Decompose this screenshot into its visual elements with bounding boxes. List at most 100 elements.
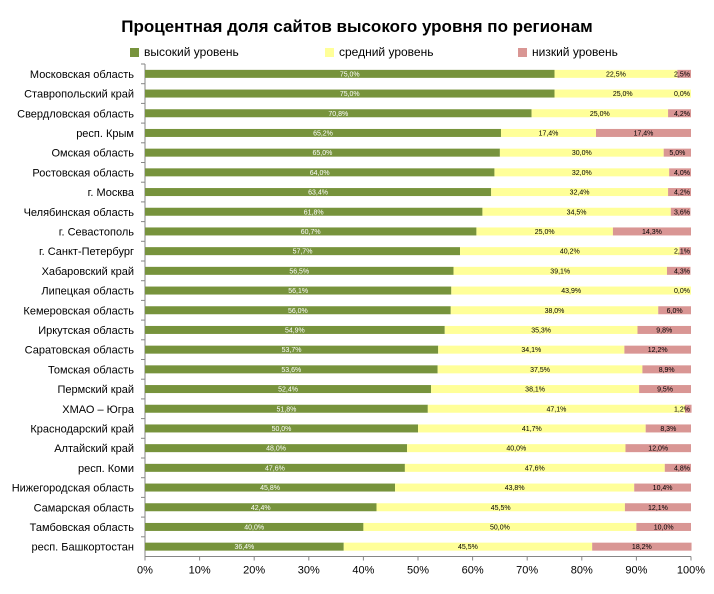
data-label: 4,2% <box>674 111 690 118</box>
data-label: 40,0% <box>244 524 264 531</box>
bar-segment <box>427 404 685 413</box>
data-label: 54,9% <box>285 327 305 334</box>
data-label: 14,3% <box>642 229 662 236</box>
data-label: 4,0% <box>674 170 690 177</box>
data-label: 60,7% <box>301 229 321 236</box>
bar-segment <box>554 89 691 98</box>
data-label: 56,1% <box>288 288 308 295</box>
bar-segment <box>145 227 477 236</box>
bar-segment <box>637 325 691 334</box>
data-label: 47,6% <box>525 465 545 472</box>
category-label: Пермский край <box>57 384 134 396</box>
bar-segment <box>664 463 691 472</box>
data-label: 30,0% <box>572 150 592 157</box>
bar-segment <box>494 168 670 177</box>
data-label: 25,0% <box>590 111 610 118</box>
data-label: 8,9% <box>659 367 675 374</box>
x-tick-label: 10% <box>189 565 211 577</box>
category-label: ХМАО – Югра <box>62 404 135 416</box>
data-label: 51,8% <box>276 406 296 413</box>
bar-segment <box>668 188 691 197</box>
bar-segment <box>145 128 501 137</box>
data-label: 38,0% <box>545 308 565 315</box>
data-label: 3,6% <box>674 209 690 216</box>
data-label: 40,0% <box>506 446 526 453</box>
bar-segment <box>145 247 461 256</box>
data-label: 2,1% <box>674 249 690 256</box>
bar-segment <box>418 424 646 433</box>
bar-segment <box>636 522 691 531</box>
data-label: 32,0% <box>572 170 592 177</box>
bar-segment <box>437 365 643 374</box>
data-label: 40,2% <box>560 249 580 256</box>
bar-segment <box>663 148 691 157</box>
category-label: Кемеровская область <box>23 305 134 317</box>
bar-segment <box>666 266 691 275</box>
legend-swatch-medium <box>325 47 334 57</box>
category-label: Саратовская область <box>25 345 135 357</box>
chart-title: Процентная доля сайтов высокого уровня п… <box>121 17 593 36</box>
data-label: 75,0% <box>340 71 360 78</box>
category-label: Челябинская область <box>24 207 135 219</box>
legend-label-medium: средний уровень <box>339 45 434 59</box>
bar-segment <box>145 385 432 394</box>
category-label: Нижегородская область <box>12 483 135 495</box>
data-label: 1,2% <box>674 406 690 413</box>
data-label: 0,0% <box>674 91 690 98</box>
data-label: 34,1% <box>521 347 541 354</box>
bar-segment <box>145 483 396 492</box>
data-label: 36,4% <box>234 544 254 551</box>
bar-segment <box>376 503 625 512</box>
bar-segment <box>431 385 640 394</box>
bar-segment <box>145 109 532 118</box>
category-label: респ. Башкортостан <box>31 542 134 554</box>
data-label: 4,8% <box>674 465 690 472</box>
bar-segment <box>145 266 454 275</box>
data-label: 25,0% <box>613 91 633 98</box>
data-label: 17,4% <box>634 130 654 137</box>
data-label: 6,0% <box>667 308 683 315</box>
data-label: 56,0% <box>288 308 308 315</box>
x-tick-label: 20% <box>243 565 265 577</box>
legend-item-low: низкий уровень <box>518 45 618 59</box>
data-label: 12,0% <box>648 446 668 453</box>
bar-segment <box>453 266 667 275</box>
bar-segment <box>145 503 377 512</box>
data-label: 64,0% <box>310 170 330 177</box>
bar-segment <box>677 69 691 78</box>
data-label: 9,8% <box>656 327 672 334</box>
category-label: Ставропольский край <box>24 89 134 101</box>
bar-segment <box>645 424 691 433</box>
data-label: 75,0% <box>340 91 360 98</box>
bar-segment <box>612 227 691 236</box>
legend-label-high: высокий уровень <box>144 45 239 59</box>
data-label: 17,4% <box>539 130 559 137</box>
category-label: Липецкая область <box>41 286 134 298</box>
bar-segment <box>145 286 452 295</box>
data-label: 34,5% <box>567 209 587 216</box>
bar-segment <box>145 89 555 98</box>
x-tick-label: 50% <box>407 565 429 577</box>
bar-segment <box>668 109 691 118</box>
bar-segment <box>444 325 638 334</box>
category-label: Московская область <box>30 69 134 81</box>
data-label: 25,0% <box>535 229 555 236</box>
legend-swatch-high <box>130 47 139 57</box>
bar-segment <box>407 444 626 453</box>
bar-segment <box>625 444 691 453</box>
data-label: 47,1% <box>546 406 566 413</box>
bar-segment <box>450 306 659 315</box>
bar-segment <box>679 247 691 256</box>
x-tick-label: 80% <box>571 565 593 577</box>
bar-segment <box>639 385 691 394</box>
data-label: 37,5% <box>530 367 550 374</box>
data-label: 48,0% <box>266 446 286 453</box>
bar-segment <box>634 483 691 492</box>
bar-segment <box>145 325 445 334</box>
data-label: 43,9% <box>561 288 581 295</box>
bar-segment <box>145 522 364 531</box>
x-tick-label: 40% <box>352 565 374 577</box>
x-tick-label: 60% <box>462 565 484 577</box>
x-tick-label: 70% <box>516 565 538 577</box>
